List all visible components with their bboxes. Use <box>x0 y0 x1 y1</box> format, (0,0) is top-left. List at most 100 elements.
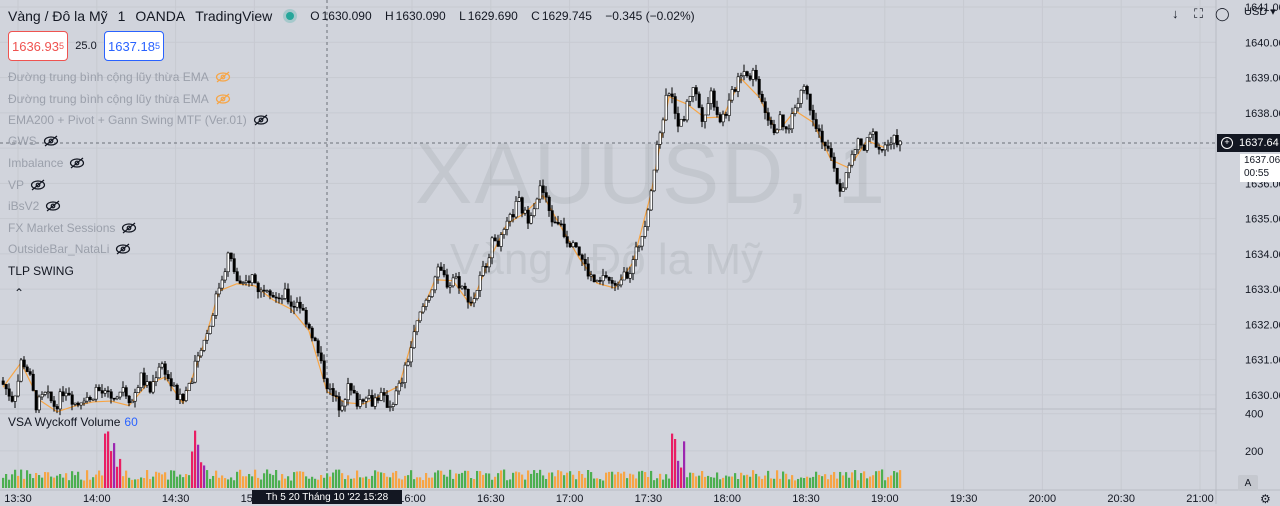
screenshot-icon[interactable]: ◯ <box>1215 6 1230 21</box>
candle-body <box>109 391 113 399</box>
interval-label[interactable]: 1 <box>117 8 126 24</box>
indicator-item[interactable]: Imbalance <box>8 156 85 170</box>
time-tick-label: 20:30 <box>1107 493 1135 504</box>
candle-body <box>655 144 659 171</box>
eye-off-icon[interactable] <box>69 157 85 169</box>
change-value: −0.345 (−0.02%) <box>605 9 695 23</box>
candle-body <box>814 119 818 129</box>
candle-body <box>397 382 401 392</box>
candle-body <box>157 366 161 379</box>
volume-bar <box>563 475 566 488</box>
volume-bar <box>623 471 626 488</box>
currency-selector[interactable]: USD ▾ <box>1244 6 1276 18</box>
volume-bar <box>74 475 77 488</box>
candle-body <box>883 144 887 151</box>
volume-bar <box>761 478 764 488</box>
eye-off-icon[interactable] <box>43 135 59 147</box>
volume-bar <box>398 478 401 488</box>
indicator-label: GWS <box>8 134 37 148</box>
candle-body <box>658 132 662 145</box>
volume-bar <box>554 476 557 488</box>
volume-bar <box>602 480 605 488</box>
candle-body <box>868 133 872 139</box>
autoscale-button[interactable]: A <box>1238 475 1258 491</box>
candle-body <box>430 289 434 297</box>
candle-body <box>37 396 41 411</box>
indicator-item[interactable]: Đường trung bình cộng lũy thừa EMA <box>8 92 231 106</box>
volume-bar <box>353 478 356 488</box>
eye-off-icon[interactable] <box>115 243 131 255</box>
candle-body <box>184 390 188 401</box>
indicator-item[interactable]: EMA200 + Pivot + Gann Swing MTF (Ver.01) <box>8 113 269 127</box>
volume-indicator-legend[interactable]: VSA Wyckoff Volume 60 <box>8 415 138 429</box>
indicator-item[interactable]: OutsideBar_NataLi <box>8 242 131 256</box>
live-dot-icon <box>286 12 295 20</box>
candle-body <box>760 93 764 102</box>
candle-body <box>559 223 563 226</box>
volume-bar <box>539 469 542 488</box>
candle-body <box>364 397 368 402</box>
volume-bar <box>518 472 521 488</box>
volume-bar <box>122 476 125 488</box>
settings-gear-icon[interactable]: ⚙ <box>1260 492 1271 506</box>
indicator-item[interactable]: VP <box>8 178 46 192</box>
candle-body <box>106 390 110 393</box>
indicator-item[interactable]: FX Market Sessions <box>8 221 137 235</box>
eye-off-icon[interactable] <box>121 222 137 234</box>
indicator-item[interactable]: Đường trung bình cộng lũy thừa EMA <box>8 70 231 84</box>
candle-body <box>598 280 602 282</box>
spread-value: 25.0 <box>75 40 97 52</box>
volume-bar <box>677 460 680 488</box>
candle-body <box>661 119 665 134</box>
candle-body <box>523 209 527 214</box>
volume-bar <box>239 469 242 488</box>
chevron-up-icon[interactable]: ⌃ <box>14 286 25 300</box>
indicator-item[interactable]: GWS <box>8 134 59 148</box>
price-tick-label: 1641.00 <box>1245 2 1280 14</box>
candle-body <box>580 254 584 260</box>
volume-bar <box>62 477 65 488</box>
buy-button[interactable]: 1637.18 5 <box>104 31 164 61</box>
candle-body <box>385 395 389 408</box>
eye-off-icon[interactable] <box>253 114 269 126</box>
candle-body <box>367 395 371 399</box>
chart-grid <box>0 0 1216 490</box>
volume-bar <box>260 479 263 488</box>
candle-body <box>307 323 311 329</box>
volume-bar <box>176 476 179 488</box>
down-arrow-icon[interactable]: ↓ <box>1172 6 1179 21</box>
candle-body <box>463 285 467 290</box>
eye-off-icon[interactable] <box>30 179 46 191</box>
volume-bar <box>695 476 698 488</box>
candle-body <box>175 384 179 400</box>
eye-off-icon[interactable] <box>215 71 231 83</box>
fullscreen-icon[interactable]: ⛶ <box>1194 6 1204 21</box>
candle-body <box>319 352 323 362</box>
volume-bar <box>77 471 80 488</box>
eye-off-icon[interactable] <box>215 93 231 105</box>
candle-body <box>757 78 761 95</box>
indicator-item[interactable]: iBsV2 <box>8 199 61 213</box>
eye-off-icon[interactable] <box>45 200 61 212</box>
volume-bar <box>476 470 479 488</box>
crosshair-price-label[interactable]: +1637.64 <box>1217 134 1280 152</box>
symbol-name[interactable]: Vàng / Đô la Mỹ <box>8 8 108 24</box>
volume-bar <box>44 472 47 488</box>
volume-bar <box>395 471 398 488</box>
volume-bar <box>839 471 842 488</box>
candle-body <box>526 209 530 224</box>
volume-bar <box>386 476 389 488</box>
volume-bar <box>467 470 470 488</box>
volume-bar <box>341 473 344 488</box>
volume-bar <box>464 470 467 488</box>
volume-bar <box>815 471 818 488</box>
candle-body <box>583 259 587 265</box>
indicator-item[interactable]: TLP SWING <box>8 264 74 278</box>
volume-bar <box>731 476 734 488</box>
candle-body <box>835 167 839 184</box>
volume-bar <box>359 477 362 488</box>
volume-bar <box>434 472 437 488</box>
candle-body <box>256 282 260 293</box>
sell-button[interactable]: 1636.93 5 <box>8 31 68 61</box>
